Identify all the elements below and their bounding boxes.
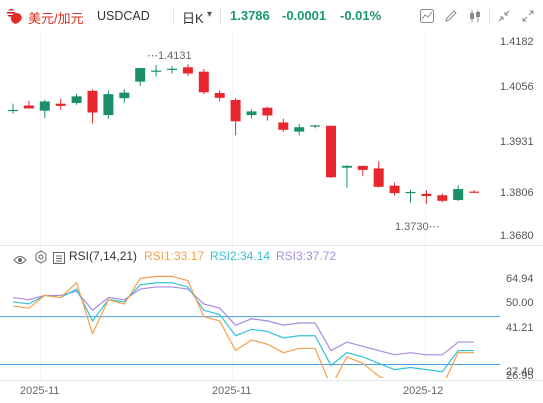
- candle: [453, 189, 464, 201]
- chevron-down-icon[interactable]: ▾: [207, 9, 213, 20]
- candle: [373, 168, 384, 187]
- candle: [151, 70, 162, 72]
- x-axis-label: 2025-11: [20, 385, 60, 397]
- candle: [167, 68, 177, 70]
- candle: [103, 94, 114, 116]
- settings-icon[interactable]: [34, 250, 48, 269]
- candle: [326, 125, 336, 178]
- x-axis-label: 2025-11: [212, 385, 252, 397]
- collapse-icon[interactable]: [494, 7, 514, 25]
- candle: [310, 125, 321, 127]
- pane-divider: [0, 245, 543, 246]
- symbol-code: USDCAD: [97, 9, 150, 23]
- rsi3-value: RSI3:37.72: [276, 249, 337, 263]
- candle: [214, 93, 225, 98]
- timeframe-select[interactable]: 日K: [182, 11, 204, 26]
- currency-flag-icon: [6, 8, 22, 24]
- low-marker: 1.3730⋯: [395, 221, 440, 233]
- candle: [198, 71, 209, 93]
- price-change: -0.0001: [282, 8, 327, 23]
- rsi-title: RSI(7,14,21): [69, 249, 138, 263]
- eye-icon[interactable]: [13, 252, 27, 270]
- indicator-icon[interactable]: [417, 7, 437, 25]
- price-axis-label: 1.3931: [500, 136, 534, 148]
- expand-icon[interactable]: [518, 7, 538, 25]
- candle: [55, 103, 66, 106]
- candle: [294, 127, 305, 132]
- candle: [469, 191, 480, 193]
- candle: [230, 100, 241, 122]
- rsi3-line: [12, 286, 475, 356]
- rsi2-line: [12, 282, 475, 373]
- rsi-axis-label: 26.95: [506, 370, 534, 382]
- x-axis-line: [0, 380, 543, 381]
- top-toolbar: 美元/加元 USDCAD 日K ▾ 1.3786 -0.0001 -0.01%: [0, 0, 543, 32]
- candle: [437, 195, 448, 201]
- rsi2-value: RSI2:34.14: [210, 249, 271, 263]
- rsi-axis-label: 27.40: [506, 366, 534, 378]
- candle: [71, 96, 82, 103]
- draw-tool-icon[interactable]: [441, 7, 461, 25]
- candle: [87, 90, 98, 113]
- last-price: 1.3786: [230, 8, 270, 23]
- rsi1-value: RSI1:33.17: [144, 249, 205, 263]
- price-axis-label: 1.4182: [500, 36, 534, 48]
- high-marker: ⋯1.4131: [147, 50, 192, 62]
- candle: [341, 165, 352, 168]
- divider: [173, 9, 174, 23]
- rsi-axis-label: 41.21: [506, 322, 534, 334]
- grid-line: [232, 32, 233, 380]
- candle: [278, 122, 289, 130]
- candle: [405, 191, 416, 194]
- candle: [421, 193, 432, 197]
- candle: [23, 105, 34, 109]
- x-axis-label: 2025-12: [403, 385, 444, 397]
- divider: [489, 9, 490, 23]
- grid-line: [425, 32, 426, 380]
- price-axis-label: 1.3806: [500, 187, 534, 199]
- rsi-axis-label: 64.94: [506, 273, 534, 285]
- rsi-chart[interactable]: [0, 268, 543, 378]
- rsi-legend: RSI(7,14,21) RSI1:33.17 RSI2:34.14 RSI3:…: [0, 248, 360, 266]
- candle: [119, 92, 130, 99]
- candle: [246, 111, 257, 116]
- candle: [39, 101, 50, 111]
- symbol-name[interactable]: 美元/加元: [28, 11, 84, 26]
- grid-line: [40, 32, 41, 380]
- price-chart[interactable]: [0, 32, 543, 247]
- candle: [389, 185, 400, 194]
- rsi-axis-label: 50.00: [506, 297, 534, 309]
- candle: [8, 109, 18, 112]
- candle: [135, 68, 146, 82]
- info-icon[interactable]: [53, 251, 65, 269]
- rsi1-line: [12, 275, 475, 378]
- candle: [262, 107, 273, 116]
- candle-type-icon[interactable]: [465, 7, 485, 25]
- price-axis-label: 1.4056: [500, 81, 534, 93]
- price-axis-label: 1.3680: [500, 230, 534, 242]
- candle: [182, 67, 193, 74]
- candle: [357, 165, 368, 170]
- divider: [220, 9, 221, 23]
- price-change-pct: -0.01%: [340, 8, 382, 23]
